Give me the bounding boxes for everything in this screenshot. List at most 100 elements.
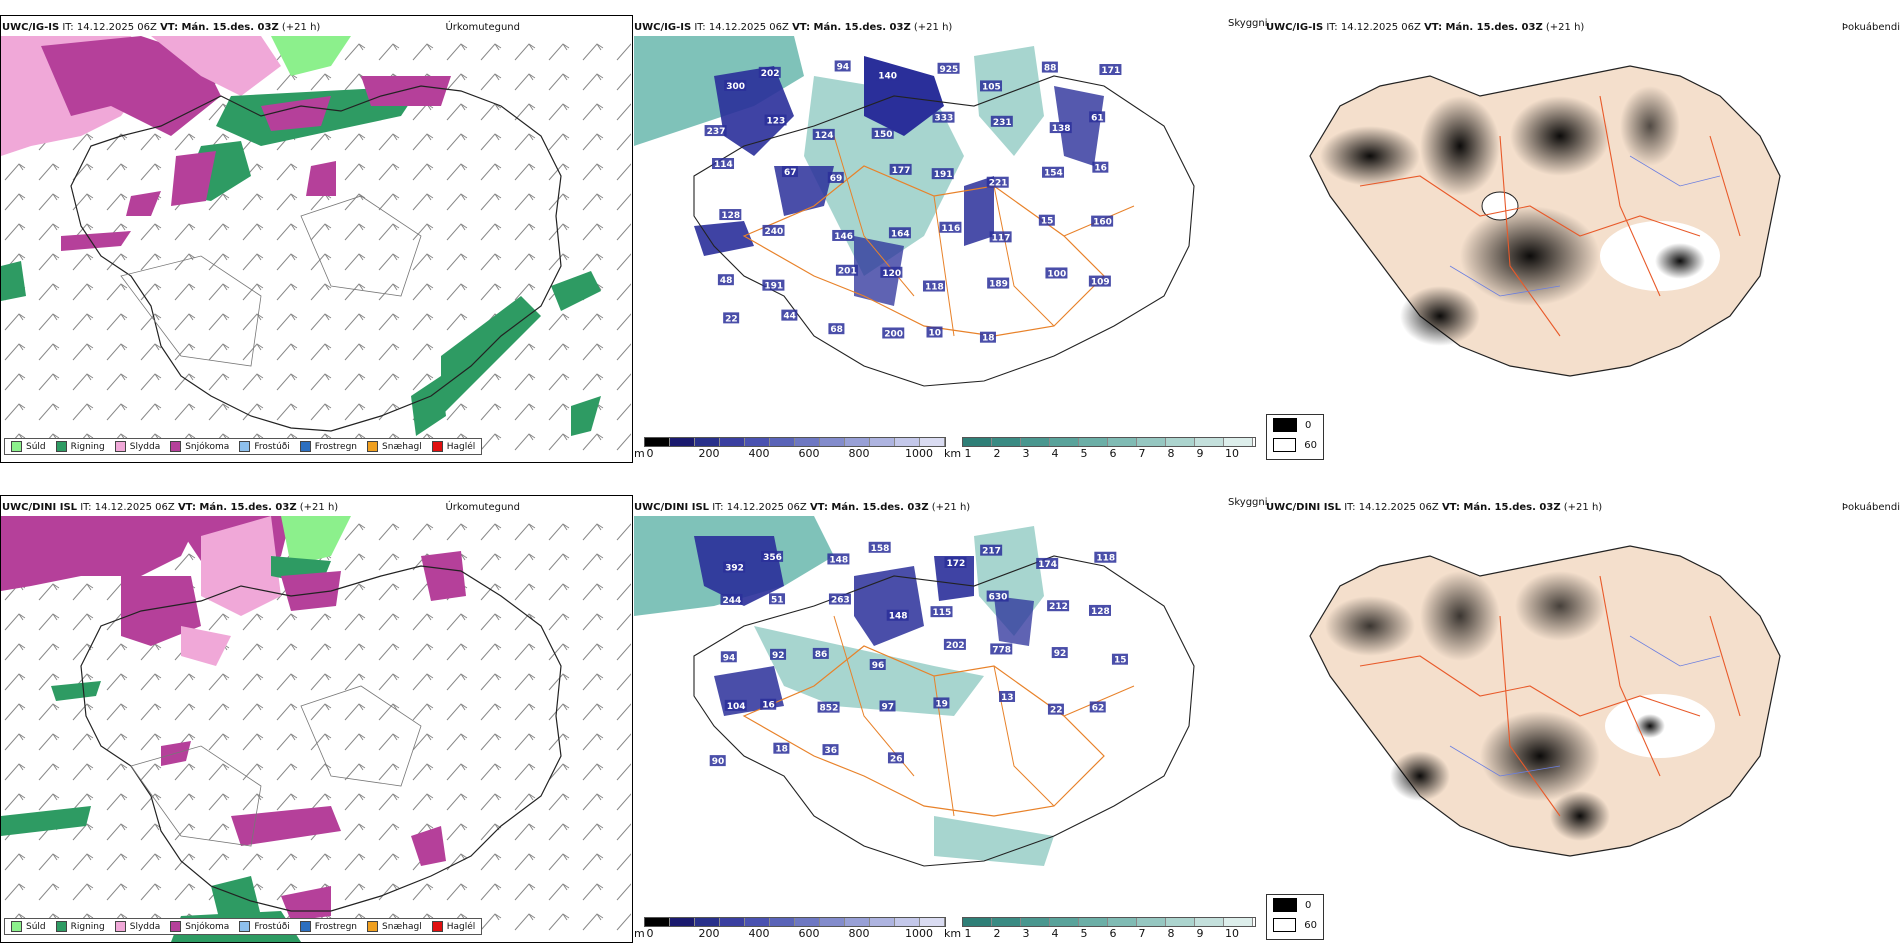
fog-legend-row: 60 — [1267, 435, 1323, 455]
valid-time: VT: Mán. 15.des. 03Z — [792, 22, 911, 33]
legend-label: Súld — [26, 921, 46, 932]
fog-value: 0 — [1305, 899, 1312, 911]
visibility-label: 96 — [872, 661, 885, 671]
visibility-label-bg — [1111, 653, 1128, 665]
visibility-label-bg — [827, 553, 850, 565]
legend-label: Snæhagl — [382, 441, 422, 452]
init-time: IT: 14.12.2025 06Z — [694, 22, 789, 33]
visibility-label: 120 — [882, 269, 901, 279]
tick-label: 1 — [964, 447, 972, 460]
legend-item-frostudi: Frostúði — [239, 921, 290, 932]
top-visibility-map: 300 202 94 140 925 105 88 171 237 123 124 150 333 231… — [634, 36, 1195, 387]
visibility-label: 51 — [771, 595, 784, 605]
visibility-label: 778 — [992, 645, 1011, 655]
top-precip-title: Úrkomutegund — [445, 22, 520, 33]
visibility-label-bg — [1088, 604, 1111, 616]
visibility-label: 22 — [1050, 706, 1063, 716]
swatch — [11, 921, 22, 932]
model-name: UWC/IG-IS — [1266, 22, 1324, 33]
visibility-label-bg — [1047, 703, 1064, 715]
visibility-label-bg — [944, 556, 967, 568]
bottom-row: UWC/DINI ISL IT: 14.12.2025 06Z VT: Mán.… — [0, 475, 1900, 950]
model-name: UWC/IG-IS — [634, 22, 692, 33]
bottom-precip-title: Úrkomutegund — [445, 502, 520, 513]
legend-item-haglel: Haglél — [431, 921, 475, 932]
visibility-label: 115 — [933, 608, 952, 618]
visibility-label-bg — [868, 541, 891, 553]
top-height-colorbar: m 0 200 400 600 800 1000 — [634, 437, 946, 461]
tick-label: 8 — [1167, 447, 1175, 460]
visibility-label: 356 — [763, 553, 782, 563]
tick-label: 7 — [1138, 447, 1146, 460]
cloudbase-unit: km — [944, 927, 962, 940]
fog-legend-row: 60 — [1267, 915, 1323, 935]
swatch — [55, 441, 67, 452]
swatch — [367, 441, 379, 452]
fog-value: 60 — [1304, 919, 1317, 931]
tick-label: 5 — [1080, 927, 1088, 940]
visibility-label-bg — [717, 274, 734, 286]
visibility-label-bg — [723, 561, 746, 573]
visibility-label: 630 — [989, 593, 1008, 603]
visibility-label: 148 — [829, 555, 848, 565]
visibility-label-bg — [1089, 701, 1106, 713]
tick-label: 200 — [698, 447, 720, 460]
fog-legend-row: 0 — [1267, 895, 1323, 915]
visibility-label: 852 — [820, 704, 839, 714]
swatch — [55, 921, 67, 932]
swatch — [239, 441, 251, 452]
tick-label: 600 — [798, 447, 820, 460]
visibility-label-bg — [832, 229, 855, 241]
visibility-label: 160 — [1093, 218, 1112, 228]
swatch — [1273, 438, 1297, 452]
model-name: UWC/DINI ISL — [634, 502, 710, 513]
visibility-label: 116 — [941, 224, 960, 234]
bottom-fog-title: Þokuábendi — [1841, 502, 1900, 513]
tick-label: 9 — [1196, 447, 1204, 460]
visibility-label-bg — [822, 744, 839, 756]
cloudbase-colorbar-cells — [962, 437, 1256, 447]
visibility-label-bg — [724, 79, 747, 91]
model-name: UWC/DINI ISL — [1266, 502, 1342, 513]
legend-label: Frostúði — [254, 921, 290, 932]
visibility-label-bg — [720, 593, 743, 605]
visibility-label-bg — [980, 544, 1003, 556]
bottom-skyggni-title: Skyggni — [1228, 497, 1268, 508]
visibility-label: 200 — [884, 329, 903, 339]
lead-time: (+21 h) — [1563, 502, 1603, 513]
bottom-precip-map-frame — [0, 495, 633, 943]
swatch — [367, 921, 379, 932]
tick-label: 1000 — [905, 927, 933, 940]
visibility-label: 48 — [720, 276, 733, 286]
legend-item-snaehagl: Snæhagl — [367, 921, 422, 932]
visibility-label-bg — [939, 221, 962, 233]
swatch — [11, 441, 22, 452]
visibility-label-bg — [770, 648, 787, 660]
visibility-label-bg — [704, 125, 727, 137]
top-precip-legend: Súld Rigning Slydda Snjókoma Frostúði Fr… — [4, 438, 483, 455]
visibility-label: 212 — [1049, 602, 1068, 612]
visibility-label-bg — [888, 227, 911, 239]
legend-item-rigning: Rigning — [55, 921, 105, 932]
visibility-label-bg — [880, 266, 903, 278]
visibility-label: 88 — [1044, 64, 1057, 74]
fog-value: 60 — [1304, 439, 1317, 451]
swatch — [239, 921, 251, 932]
visibility-label: 128 — [721, 211, 740, 221]
visibility-label: 86 — [815, 650, 828, 660]
visibility-label: 244 — [722, 596, 741, 606]
visibility-label: 92 — [1054, 649, 1067, 659]
height-unit: m — [634, 447, 645, 460]
visibility-label-bg — [828, 323, 845, 335]
visibility-label: 124 — [815, 131, 834, 141]
legend-label: Súld — [26, 441, 46, 452]
model-name: UWC/IG-IS — [2, 22, 60, 33]
visibility-label-bg — [781, 166, 798, 178]
visibility-label-bg — [1051, 647, 1068, 659]
tick-label: 800 — [848, 447, 870, 460]
visibility-label: 67 — [784, 168, 797, 178]
visibility-label-bg — [979, 331, 996, 343]
visibility-label-bg — [937, 62, 960, 74]
legend-item-snjokoma: Snjókoma — [170, 441, 229, 452]
visibility-label: 202 — [761, 69, 780, 79]
